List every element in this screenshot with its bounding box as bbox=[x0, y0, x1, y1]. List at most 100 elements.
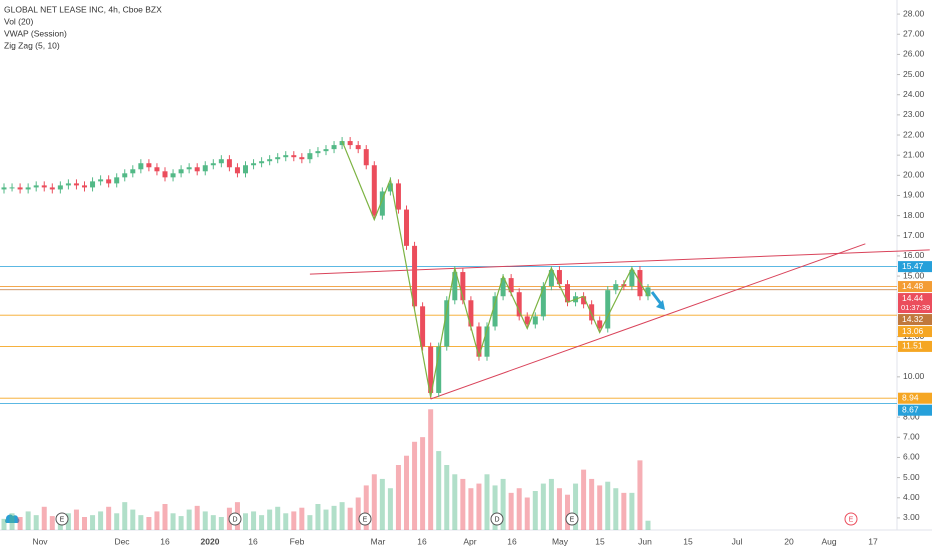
y-tick-label: 16.00 bbox=[903, 250, 925, 260]
volume-bar bbox=[186, 509, 192, 530]
candle-body bbox=[82, 185, 87, 188]
y-tick-label: 10.00 bbox=[903, 371, 925, 381]
candle-body bbox=[299, 157, 305, 160]
candle-body bbox=[492, 296, 498, 327]
x-tick-label: 15 bbox=[595, 536, 605, 546]
candle-body bbox=[251, 163, 257, 166]
zigzag-line bbox=[341, 140, 649, 398]
event-marker bbox=[844, 512, 858, 526]
candle-body bbox=[556, 270, 562, 285]
candle-body bbox=[90, 181, 96, 188]
volume-bar bbox=[597, 485, 603, 530]
volume-bar bbox=[162, 504, 168, 530]
candle-body bbox=[363, 149, 369, 166]
volume-bar bbox=[613, 488, 619, 530]
volume-bar bbox=[645, 520, 651, 530]
x-tick-label: Nov bbox=[32, 536, 48, 546]
volume-bar bbox=[218, 517, 224, 530]
volume-bar bbox=[194, 505, 200, 530]
candle-body bbox=[315, 151, 321, 154]
candle-body bbox=[331, 145, 337, 150]
indicator: Vol (20) bbox=[4, 16, 33, 26]
volume-bar bbox=[9, 513, 15, 530]
candle-body bbox=[33, 185, 39, 188]
y-tick-label: 24.00 bbox=[903, 89, 925, 99]
volume-bar bbox=[452, 474, 458, 530]
volume-bar bbox=[178, 516, 184, 530]
volume-bar bbox=[307, 515, 313, 530]
volume-bar bbox=[468, 488, 474, 530]
volume-bar bbox=[41, 506, 47, 530]
price-label: 14.48 bbox=[902, 281, 924, 291]
volume-bar bbox=[420, 437, 426, 530]
event-label: E bbox=[849, 516, 854, 523]
logo-icon bbox=[5, 514, 20, 523]
candle-body bbox=[73, 183, 79, 186]
candle-body bbox=[146, 163, 152, 168]
volume-bar bbox=[202, 511, 208, 530]
x-tick-label: 16 bbox=[160, 536, 170, 546]
candle-body bbox=[49, 187, 55, 190]
candle-body bbox=[1, 187, 7, 190]
chart-title: GLOBAL NET LEASE INC, 4h, Cboe BZX bbox=[4, 4, 162, 14]
volume-bar bbox=[428, 409, 434, 530]
volume-bar bbox=[331, 505, 337, 530]
volume-bar bbox=[251, 511, 257, 530]
candle-body bbox=[629, 270, 635, 287]
volume-bar bbox=[65, 513, 71, 530]
volume-bar bbox=[33, 515, 39, 530]
volume-bar bbox=[25, 511, 31, 530]
event-marker bbox=[358, 512, 372, 526]
x-tick-label: Dec bbox=[114, 536, 130, 546]
volume-bar bbox=[339, 502, 345, 530]
volume-bar bbox=[315, 504, 321, 530]
volume-bar bbox=[621, 492, 627, 530]
volume-bar bbox=[1, 518, 7, 530]
x-tick-label: 17 bbox=[868, 536, 878, 546]
volume-bar bbox=[130, 509, 136, 530]
x-tick-label: Apr bbox=[463, 536, 476, 546]
price-label-bg bbox=[898, 293, 932, 314]
candle-body bbox=[500, 278, 506, 297]
event-label: E bbox=[60, 516, 65, 523]
candle-body bbox=[508, 278, 514, 293]
volume-bar bbox=[49, 516, 55, 530]
x-tick-label: 2020 bbox=[201, 536, 220, 546]
price-label: 11.51 bbox=[902, 341, 923, 351]
volume-bar bbox=[524, 497, 530, 530]
x-tick-label: Feb bbox=[290, 536, 305, 546]
price-label-bg bbox=[898, 340, 932, 352]
price-label-bg bbox=[898, 261, 932, 273]
y-tick-label: 8.00 bbox=[903, 411, 920, 421]
candle-body bbox=[379, 191, 385, 216]
y-tick-label: 25.00 bbox=[903, 69, 925, 79]
candle-body bbox=[218, 159, 224, 164]
candle-body bbox=[9, 187, 15, 189]
price-label: 14.32 bbox=[902, 314, 924, 324]
y-tick-label: 15.00 bbox=[903, 270, 925, 280]
volume-bar bbox=[581, 469, 587, 530]
volume-bar bbox=[138, 515, 144, 530]
volume-bar bbox=[532, 491, 538, 530]
candle-body bbox=[371, 165, 377, 216]
y-tick-label: 5.00 bbox=[903, 472, 920, 482]
candle-body bbox=[307, 153, 313, 160]
x-tick-label: 16 bbox=[248, 536, 258, 546]
candle-body bbox=[41, 185, 47, 188]
volume-bar bbox=[146, 517, 152, 530]
candle-body bbox=[98, 179, 104, 182]
trendline bbox=[430, 243, 866, 400]
candle-body bbox=[202, 165, 208, 172]
candle-body bbox=[605, 290, 611, 329]
x-tick-label: Mar bbox=[371, 536, 386, 546]
candle-body bbox=[613, 284, 619, 291]
event-label: E bbox=[363, 516, 368, 523]
candle-body bbox=[267, 159, 273, 162]
volume-bar bbox=[73, 509, 79, 530]
candle-body bbox=[645, 287, 651, 297]
volume-bar bbox=[122, 502, 128, 530]
candle-body bbox=[25, 187, 31, 190]
x-tick-label: Jul bbox=[732, 536, 743, 546]
volume-bar bbox=[484, 474, 490, 530]
